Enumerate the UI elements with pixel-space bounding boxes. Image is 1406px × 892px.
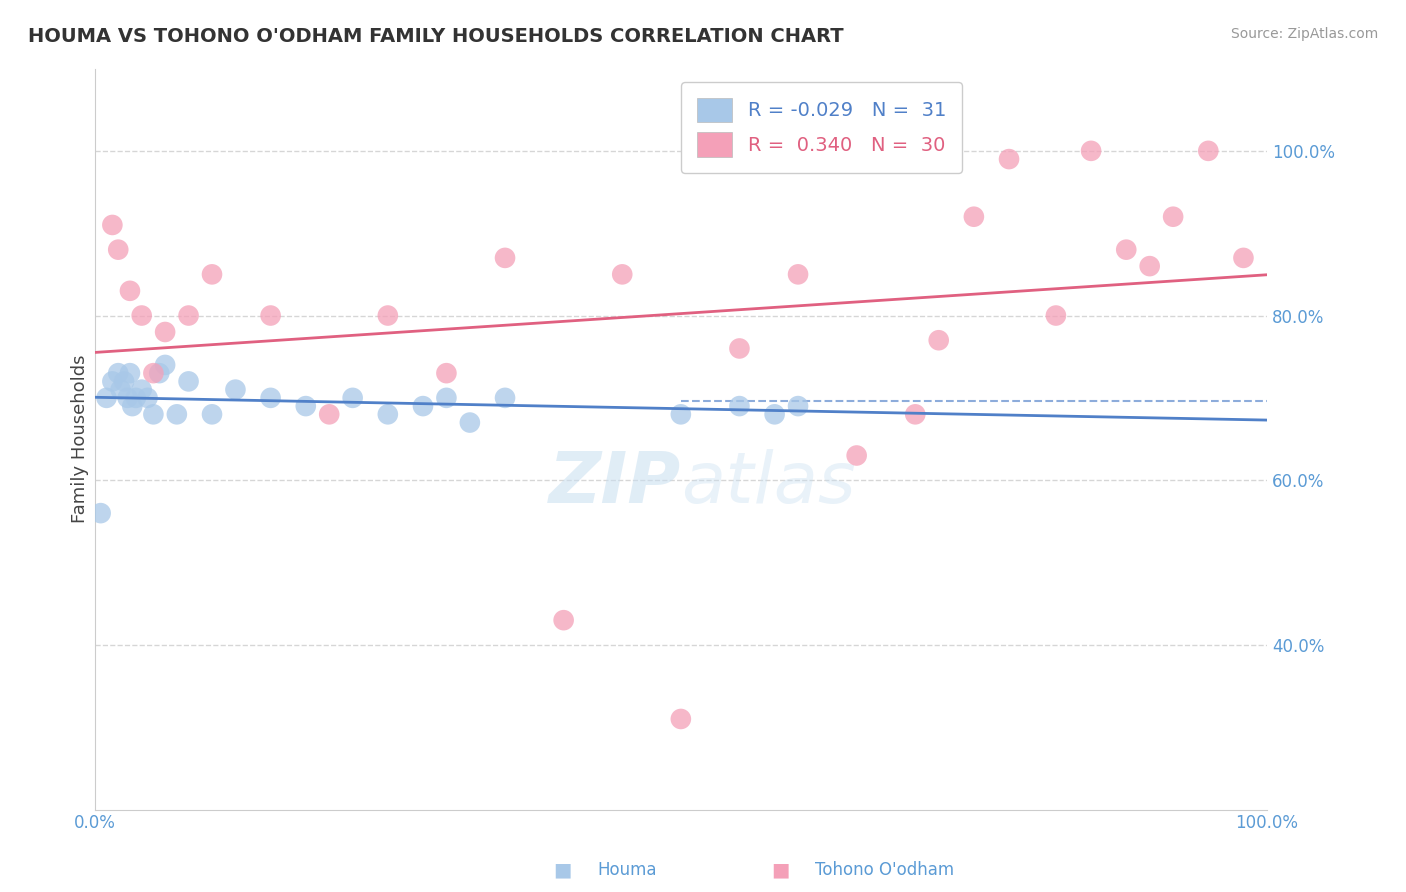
Point: [787, 399, 810, 413]
Point: [110, 383, 132, 397]
Point: [1045, 309, 1067, 323]
Text: ZIP: ZIP: [548, 449, 681, 518]
Point: [1161, 210, 1184, 224]
Point: [118, 284, 141, 298]
Point: [177, 309, 200, 323]
Point: [904, 407, 927, 421]
Point: [107, 366, 129, 380]
Point: [458, 416, 481, 430]
Point: [436, 366, 458, 380]
Point: [177, 375, 200, 389]
Point: [96, 391, 118, 405]
Text: HOUMA VS TOHONO O'ODHAM FAMILY HOUSEHOLDS CORRELATION CHART: HOUMA VS TOHONO O'ODHAM FAMILY HOUSEHOLD…: [28, 27, 844, 45]
Point: [1115, 243, 1137, 257]
Point: [787, 268, 810, 282]
Text: Source: ZipAtlas.com: Source: ZipAtlas.com: [1230, 27, 1378, 41]
Point: [669, 407, 692, 421]
Point: [224, 383, 246, 397]
Point: [342, 391, 364, 405]
Point: [436, 391, 458, 405]
Point: [998, 152, 1021, 166]
Point: [131, 309, 153, 323]
Point: [1197, 144, 1219, 158]
Point: [121, 399, 143, 413]
Point: [494, 251, 516, 265]
Point: [136, 391, 159, 405]
Point: [90, 506, 112, 520]
Point: [142, 407, 165, 421]
Point: [1232, 251, 1254, 265]
Point: [118, 366, 141, 380]
Point: [612, 268, 634, 282]
Point: [153, 325, 176, 339]
Text: ■: ■: [553, 860, 572, 880]
Point: [1139, 259, 1161, 273]
Point: [153, 358, 176, 372]
Point: [107, 243, 129, 257]
Point: [928, 333, 950, 347]
Point: [259, 391, 281, 405]
Point: [131, 383, 153, 397]
Point: [201, 407, 224, 421]
Point: [763, 407, 786, 421]
Point: [142, 366, 165, 380]
Point: [201, 268, 224, 282]
Point: [166, 407, 188, 421]
Point: [412, 399, 434, 413]
Point: [117, 391, 139, 405]
Point: [125, 391, 148, 405]
Point: [101, 375, 124, 389]
Point: [112, 375, 135, 389]
Point: [377, 309, 399, 323]
Point: [101, 218, 124, 232]
Point: [845, 449, 868, 463]
Text: atlas: atlas: [681, 449, 855, 518]
Point: [318, 407, 340, 421]
Point: [1080, 144, 1102, 158]
Text: ■: ■: [770, 860, 790, 880]
Legend: R = -0.029   N =  31, R =  0.340   N =  30: R = -0.029 N = 31, R = 0.340 N = 30: [682, 82, 962, 173]
Point: [728, 399, 751, 413]
Text: Tohono O'odham: Tohono O'odham: [815, 861, 955, 879]
Point: [494, 391, 516, 405]
Point: [669, 712, 692, 726]
Y-axis label: Family Households: Family Households: [72, 355, 89, 524]
Point: [294, 399, 316, 413]
Point: [963, 210, 986, 224]
Text: Houma: Houma: [598, 861, 657, 879]
Point: [728, 342, 751, 356]
Point: [553, 613, 575, 627]
Point: [148, 366, 170, 380]
Point: [259, 309, 281, 323]
Point: [377, 407, 399, 421]
